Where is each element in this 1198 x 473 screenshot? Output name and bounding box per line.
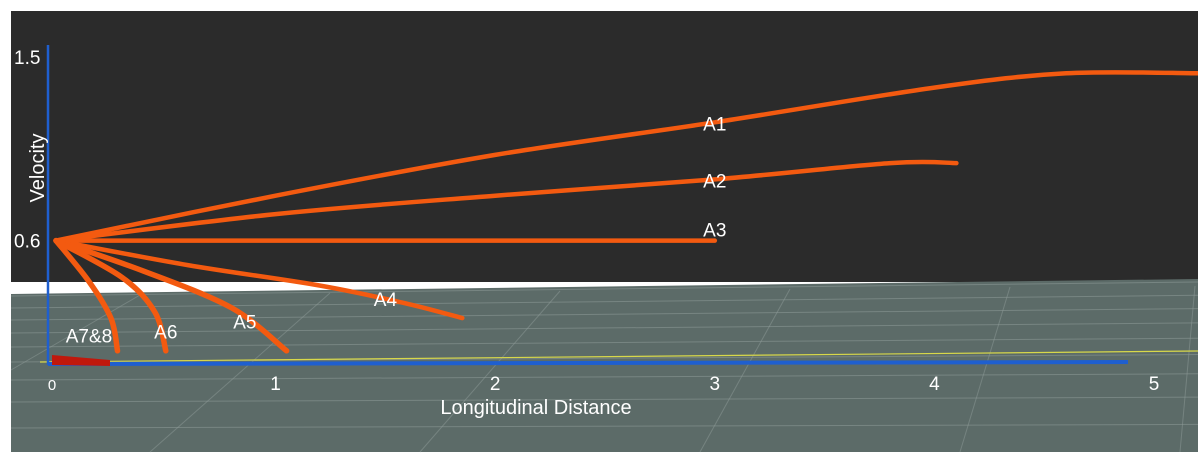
grid-line-horizontal	[10, 423, 1198, 429]
grid-line-depth	[419, 290, 561, 453]
x-tick-label: 4	[929, 374, 940, 395]
origin-marker	[52, 355, 110, 366]
series-line-a1	[53, 69, 1198, 243]
y-axis-title: Velocity	[27, 134, 49, 203]
y-tick-label: 1.5	[14, 48, 40, 69]
x-tick-label: 1	[270, 374, 281, 395]
series-group	[53, 69, 1198, 354]
series-label: A2	[703, 172, 726, 193]
x-tick-label: 0	[48, 377, 56, 394]
series-line-a5	[53, 237, 290, 354]
ground-plane	[11, 279, 1198, 452]
grid-line-horizontal	[10, 337, 1198, 348]
series-line-a6	[53, 237, 169, 354]
series-label: A1	[703, 114, 726, 135]
series-label: A6	[154, 323, 177, 344]
axes	[39, 45, 1198, 366]
x-tick-label: 2	[490, 374, 501, 395]
grid-line-horizontal	[10, 281, 1198, 297]
grid-line-depth	[10, 294, 141, 371]
ground-grid	[10, 281, 1198, 453]
series-label: A7&8	[66, 327, 112, 348]
background	[11, 11, 1198, 452]
y-tick-label: 0.6	[14, 232, 40, 253]
labels: Velocity Longitudinal Distance 0 1 2 3 4 5 1.5…	[14, 48, 1159, 419]
sky-background	[11, 11, 1198, 282]
grid-line-horizontal	[10, 308, 1198, 321]
series-label: A3	[703, 221, 726, 242]
grid-line-horizontal	[10, 373, 1198, 381]
x-tick-label: 3	[710, 374, 721, 395]
reference-line	[39, 350, 1198, 363]
x-axis-line	[47, 360, 1129, 366]
grid-line-horizontal	[10, 294, 1198, 309]
x-axis-title: Longitudinal Distance	[440, 397, 631, 419]
series-line-a2	[53, 159, 959, 243]
series-label: A5	[233, 312, 256, 333]
series-line-a4	[53, 238, 465, 321]
x-tick-label: 5	[1149, 374, 1160, 395]
grid-line-depth	[149, 292, 331, 453]
series-line-a7-8	[53, 237, 121, 354]
grid-line-depth	[699, 288, 791, 453]
grid-line-depth	[1179, 285, 1196, 453]
grid-line-depth	[959, 286, 1011, 453]
grid-line-horizontal	[10, 322, 1198, 334]
grid-line-horizontal	[10, 396, 1198, 403]
series-label: A4	[374, 290, 398, 311]
